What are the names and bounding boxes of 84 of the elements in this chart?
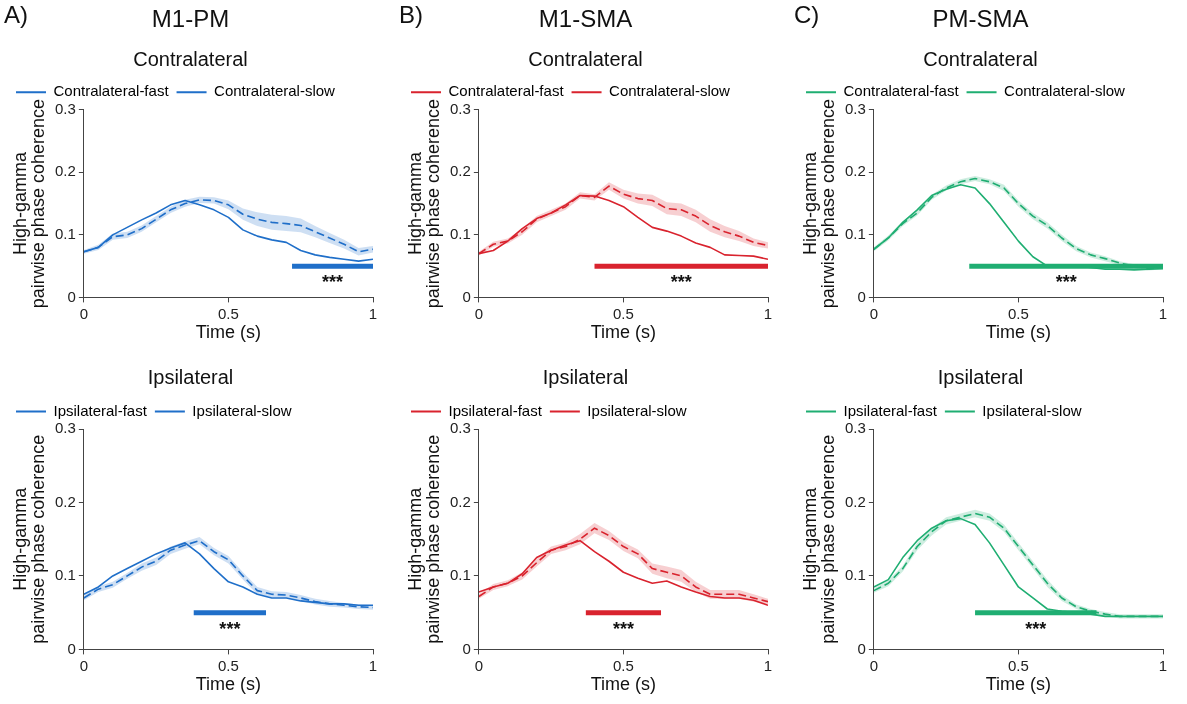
y-tick-label: 0.1: [844, 566, 866, 584]
chart-subtitle: Contralateral: [133, 48, 248, 71]
chart-title: Ipsilateral: [542, 365, 629, 388]
text: A): [4, 0, 28, 28]
y-tick-label: 0.3: [54, 99, 76, 117]
annotation: ***: [322, 272, 344, 293]
chart-title: M1-PM: [151, 5, 230, 33]
legend-label: Ipsilateral-fast: [448, 401, 543, 419]
x-axis-title: Time (s): [590, 322, 657, 343]
x-tick-label: 0: [869, 656, 879, 674]
legend-label: Contralateral-slow: [1004, 82, 1126, 100]
chart-subtitle: Contralateral: [923, 48, 1038, 71]
legend-label: Ipsilateral-fast: [53, 401, 148, 419]
y-tick-label: 0.1: [844, 225, 866, 243]
annotation: ***: [1025, 618, 1047, 639]
legend-label: Contralateral-slow: [609, 82, 731, 100]
y-axis-title: High-gamma pairwise phase coherence: [404, 99, 443, 309]
y-tick-label: 0: [67, 287, 76, 305]
y-tick-label: 0.1: [54, 225, 76, 243]
y-tick-label: 0.2: [449, 162, 471, 180]
chart-title: PM-SMA: [932, 5, 1029, 33]
x-tick-label: 1: [763, 304, 773, 322]
x-tick-label: 0: [474, 656, 484, 674]
y-tick-label: 0.3: [54, 419, 76, 437]
x-tick-label: 1: [763, 656, 773, 674]
legend-label: Ipsilateral-slow: [192, 401, 292, 419]
annotation: ***: [670, 272, 692, 293]
y-axis-title: High-gamma pairwise phase coherence: [799, 434, 838, 644]
x-axis-title: Time (s): [195, 674, 262, 695]
y-axis-title: High-gamma pairwise phase coherence: [9, 434, 48, 644]
y-tick-label: 0: [462, 639, 471, 657]
y-axis-title: High-gamma pairwise phase coherence: [9, 99, 48, 309]
y-tick-label: 0.2: [844, 162, 866, 180]
x-tick-label: 1: [1158, 304, 1168, 322]
legend-label: Contralateral-slow: [214, 82, 336, 100]
y-tick-label: 0: [462, 287, 471, 305]
y-tick-label: 0.3: [449, 99, 471, 117]
y-tick-label: 0.3: [844, 419, 866, 437]
y-tick-label: 0: [857, 639, 866, 657]
x-tick-label: 0.5: [613, 304, 634, 322]
x-tick-label: 1: [1158, 656, 1168, 674]
y-tick-label: 0.1: [449, 225, 471, 243]
x-tick-label: 0.5: [218, 304, 239, 322]
x-axis-title: Time (s): [195, 322, 262, 343]
legend-label: Ipsilateral-slow: [982, 401, 1082, 419]
y-axis-title: High-gamma pairwise phase coherence: [404, 434, 443, 644]
y-axis-title: High-gamma pairwise phase coherence: [799, 99, 838, 309]
y-tick-label: 0: [67, 639, 76, 657]
y-tick-label: 0.2: [844, 492, 866, 510]
y-tick-label: 0.1: [54, 566, 76, 584]
x-tick-label: 0.5: [218, 656, 239, 674]
y-tick-label: 0: [857, 287, 866, 305]
x-tick-label: 0: [474, 304, 484, 322]
text: C): [794, 0, 820, 28]
y-tick-label: 0.3: [844, 99, 866, 117]
text: B): [399, 0, 423, 28]
chart-title: Ipsilateral: [937, 365, 1024, 388]
chart-title: Ipsilateral: [147, 365, 234, 388]
x-tick-label: 0: [869, 304, 879, 322]
x-tick-label: 1: [368, 656, 378, 674]
y-tick-label: 0.2: [54, 492, 76, 510]
x-tick-label: 0.5: [1008, 304, 1029, 322]
y-tick-label: 0.2: [449, 492, 471, 510]
annotation: ***: [219, 618, 241, 639]
x-tick-label: 0.5: [1008, 656, 1029, 674]
x-axis-title: Time (s): [985, 674, 1052, 695]
legend-label: Contralateral-fast: [843, 82, 960, 100]
x-tick-label: 0: [79, 656, 89, 674]
x-axis-title: Time (s): [985, 322, 1052, 343]
chart-title: M1-SMA: [538, 5, 633, 33]
y-tick-label: 0.3: [449, 419, 471, 437]
annotation: ***: [612, 618, 634, 639]
y-tick-label: 0.2: [54, 162, 76, 180]
legend-label: Contralateral-fast: [448, 82, 565, 100]
chart-subtitle: Contralateral: [528, 48, 643, 71]
annotation: ***: [1055, 272, 1077, 293]
y-tick-label: 0.1: [449, 566, 471, 584]
legend-label: Ipsilateral-fast: [843, 401, 938, 419]
x-tick-label: 0.5: [613, 656, 634, 674]
x-tick-label: 0: [79, 304, 89, 322]
x-tick-label: 1: [368, 304, 378, 322]
legend-label: Contralateral-fast: [53, 82, 170, 100]
x-axis-title: Time (s): [590, 674, 657, 695]
legend-label: Ipsilateral-slow: [587, 401, 687, 419]
